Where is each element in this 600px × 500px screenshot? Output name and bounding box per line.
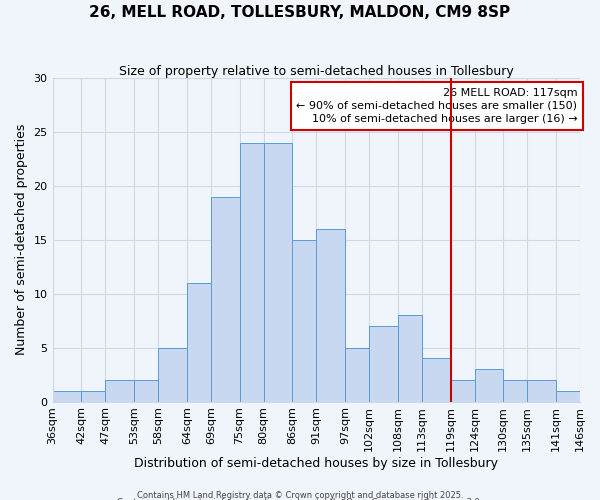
Bar <box>82 391 105 402</box>
Bar <box>292 240 316 402</box>
Y-axis label: Number of semi-detached properties: Number of semi-detached properties <box>15 124 28 356</box>
Bar <box>134 380 158 402</box>
Text: Contains public sector information licensed under the Open Government Licence v3: Contains public sector information licen… <box>118 498 482 500</box>
Bar <box>369 326 398 402</box>
Bar <box>527 380 556 402</box>
Bar <box>422 358 451 402</box>
Text: 26 MELL ROAD: 117sqm
← 90% of semi-detached houses are smaller (150)
10% of semi: 26 MELL ROAD: 117sqm ← 90% of semi-detac… <box>296 88 577 124</box>
Bar <box>451 380 475 402</box>
Bar <box>158 348 187 402</box>
Bar <box>263 142 292 402</box>
Bar <box>211 196 239 402</box>
Bar <box>398 316 422 402</box>
Bar <box>105 380 134 402</box>
Bar <box>53 391 82 402</box>
Bar <box>345 348 369 402</box>
Title: Size of property relative to semi-detached houses in Tollesbury: Size of property relative to semi-detach… <box>119 65 514 78</box>
Bar <box>316 229 345 402</box>
Bar <box>239 142 263 402</box>
Text: 26, MELL ROAD, TOLLESBURY, MALDON, CM9 8SP: 26, MELL ROAD, TOLLESBURY, MALDON, CM9 8… <box>89 5 511 20</box>
Text: Contains HM Land Registry data © Crown copyright and database right 2025.: Contains HM Land Registry data © Crown c… <box>137 490 463 500</box>
Bar <box>556 391 580 402</box>
X-axis label: Distribution of semi-detached houses by size in Tollesbury: Distribution of semi-detached houses by … <box>134 457 498 470</box>
Bar <box>475 369 503 402</box>
Bar <box>503 380 527 402</box>
Bar <box>187 283 211 402</box>
